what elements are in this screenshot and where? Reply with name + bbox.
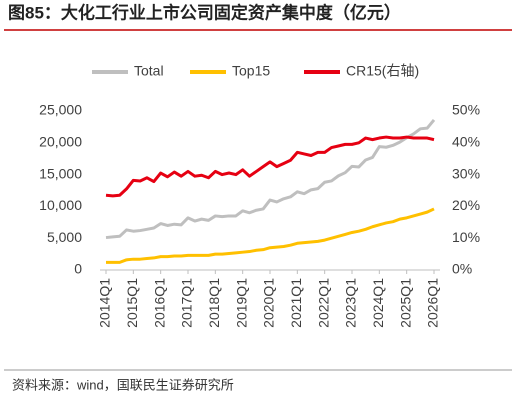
x-tick-label: 2014Q1 [97,278,113,328]
series-line [105,135,435,198]
x-tick-label: 2015Q1 [124,278,140,328]
legend-label: Top15 [232,63,270,79]
y2-tick-label: 40% [452,134,480,150]
x-tick-label: 2016Q1 [151,278,167,328]
x-tick-label: 2026Q1 [425,278,441,328]
y-tick-label: 25,000 [39,102,82,118]
y-tick-label: 10,000 [39,197,82,213]
x-tick-label: 2023Q1 [343,278,359,328]
y-tick-label: 15,000 [39,165,82,181]
x-tick-label: 2021Q1 [288,278,304,328]
x-tick-label: 2024Q1 [370,278,386,328]
y-tick-label: 20,000 [39,134,82,150]
source: 资料来源：wind，国联民生证券研究所 [12,377,234,392]
series-line [105,118,436,240]
y-tick-label: 5,000 [47,229,82,245]
chart-title: 图85：大化工行业上市公司固定资产集中度（亿元） [8,2,401,22]
series-line [106,207,435,264]
y2-tick-label: 20% [452,197,480,213]
y-tick-label: 0 [74,261,82,277]
x-tick-label: 2018Q1 [206,278,222,328]
x-tick-label: 2017Q1 [179,278,195,328]
y2-tick-label: 10% [452,229,480,245]
x-tick-label: 2022Q1 [315,278,331,328]
y2-tick-label: 0% [452,261,472,277]
legend-label: Total [134,63,164,79]
x-tick-label: 2019Q1 [233,278,249,328]
y2-tick-label: 50% [452,102,480,118]
y2-tick-label: 30% [452,165,480,181]
x-tick-label: 2025Q1 [397,278,413,328]
legend-label: CR15(右轴) [346,63,419,79]
x-tick-label: 2020Q1 [261,278,277,328]
